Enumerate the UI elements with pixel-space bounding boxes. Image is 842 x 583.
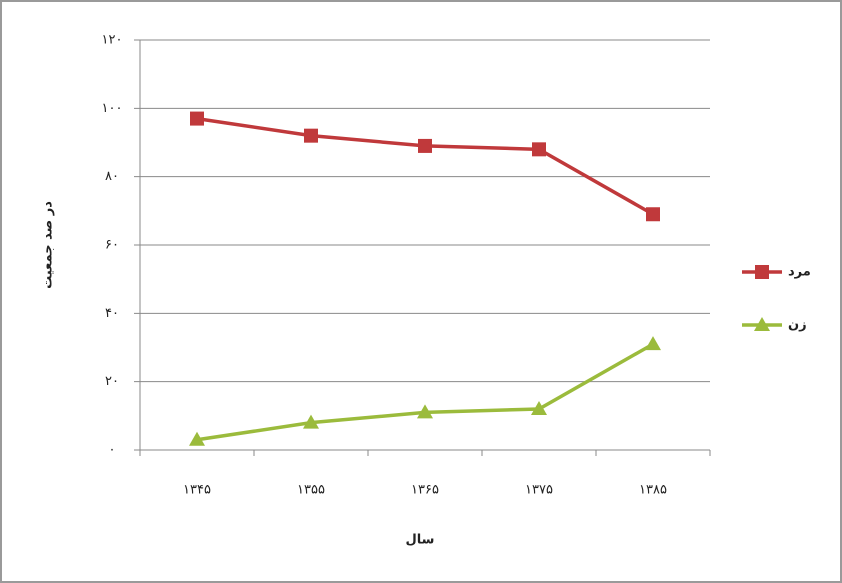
x-tick-label: ۱۳۸۵ bbox=[639, 483, 667, 498]
x-tick-label: ۱۳۷۵ bbox=[525, 483, 553, 498]
y-tick-label: ۸۰ bbox=[105, 169, 119, 184]
point bbox=[531, 401, 547, 415]
y-tick-label: ۱۰۰ bbox=[102, 101, 123, 116]
point bbox=[754, 317, 770, 331]
point bbox=[418, 138, 432, 153]
point bbox=[189, 431, 205, 446]
x-tick-label: ۱۳۵۵ bbox=[297, 483, 325, 498]
y-tick-label: ۰ bbox=[109, 443, 116, 458]
point bbox=[304, 128, 318, 143]
point bbox=[645, 336, 661, 351]
legend-label: مرد bbox=[788, 265, 811, 280]
point bbox=[755, 265, 769, 279]
point bbox=[417, 404, 433, 419]
y-tick-label: ۲۰ bbox=[105, 374, 119, 389]
point bbox=[646, 207, 660, 222]
y-tick-label: ۴۰ bbox=[105, 306, 119, 321]
legend-label: زن bbox=[788, 318, 807, 333]
x-tick-label: ۱۳۶۵ bbox=[411, 483, 439, 498]
y-tick-label: ۶۰ bbox=[105, 238, 119, 253]
point bbox=[532, 142, 546, 157]
point bbox=[190, 111, 204, 126]
y-axis-label: در صد جمعیت bbox=[41, 201, 56, 289]
x-axis-label: سال bbox=[406, 533, 435, 548]
y-tick-label: ۱۲۰ bbox=[102, 33, 123, 48]
x-tick-label: ۱۳۴۵ bbox=[183, 483, 211, 498]
point bbox=[303, 414, 319, 429]
